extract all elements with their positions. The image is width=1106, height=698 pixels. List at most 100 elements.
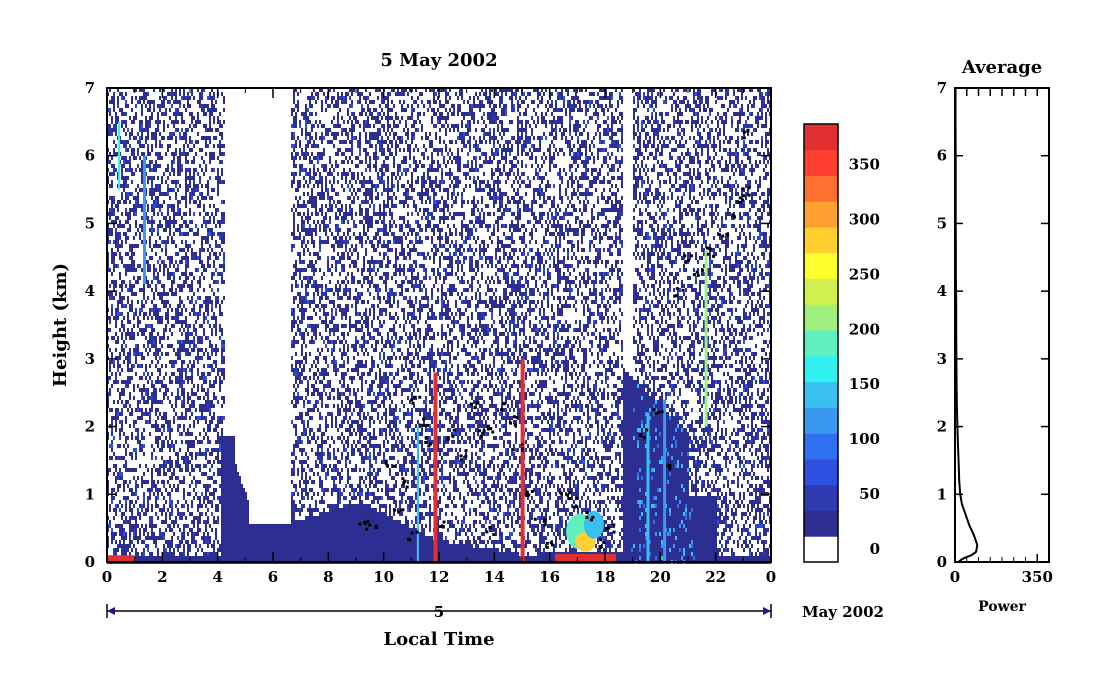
cloud-edge-mark — [653, 408, 656, 411]
echo-streak — [433, 372, 437, 562]
cloud-edge-mark — [443, 521, 446, 524]
average-x-tick-label: 0 — [950, 568, 960, 586]
cloud-edge-mark — [442, 526, 445, 529]
colorbar-cell — [804, 356, 838, 382]
cloud-edge-mark — [718, 233, 721, 236]
cloud-edge-mark — [393, 509, 396, 512]
x-tick-label: 6 — [268, 568, 278, 586]
cloud-edge-mark — [675, 294, 678, 297]
cloud-edge-mark — [543, 519, 546, 522]
y-tick-label: 4 — [85, 282, 95, 300]
colorbar-cell — [804, 124, 838, 150]
chart-title: 5 May 2002 — [380, 50, 497, 71]
average-plot-frame — [955, 88, 1049, 562]
cloud-edge-mark — [527, 494, 530, 497]
cloud-edge-mark — [687, 259, 690, 262]
cloud-edge-mark — [488, 526, 491, 529]
colorbar-cell — [804, 382, 838, 408]
cloud-edge-mark — [575, 497, 578, 500]
cloud-edge-mark — [363, 521, 366, 524]
colorbar-cell — [804, 279, 838, 305]
cloud-edge-mark — [599, 538, 602, 541]
main-heatmap-chart: 5 May 2002 0 2 4 6 8 10 12 14 16 18 20 22 0 01234567… — [50, 50, 884, 650]
cloud-edge-mark — [732, 214, 735, 217]
date-axis: 5 May 2002 — [107, 603, 884, 621]
y-tick-label: 1 — [85, 485, 95, 503]
cloud-edge-mark — [422, 424, 425, 427]
echo-streak — [663, 399, 666, 562]
cloud-edge-mark — [591, 516, 594, 519]
cloud-edge-mark — [701, 269, 704, 272]
colorbar-cell — [804, 407, 838, 433]
colorbar-cell — [804, 485, 838, 511]
cloud-edge-mark — [375, 525, 378, 528]
average-y-tick-label: 5 — [937, 214, 947, 232]
cloud-edge-mark — [483, 429, 486, 432]
cloud-edge-mark — [568, 497, 571, 500]
average-y-tick-label: 4 — [937, 282, 947, 300]
average-y-tick-label: 3 — [937, 350, 947, 368]
cloud-edge-mark — [429, 443, 432, 446]
echo-streak — [647, 413, 650, 562]
colorbar-tick-label: 250 — [849, 265, 880, 283]
cloud-edge-mark — [473, 406, 476, 409]
y-tick-label: 2 — [85, 418, 95, 436]
cloud-edge-mark — [560, 492, 563, 495]
y-tick-label: 5 — [85, 214, 95, 232]
cloud-edge-mark — [585, 516, 588, 519]
cloud-edge-mark — [439, 525, 442, 528]
cloud-edge-mark — [413, 396, 416, 399]
average-y-tick-label: 0 — [937, 553, 947, 571]
cloud-edge-mark — [386, 464, 389, 467]
cloud-edge-mark — [585, 511, 588, 514]
cloud-edge-mark — [690, 254, 693, 257]
cloud-edge-mark — [460, 458, 463, 461]
cloud-edge-mark — [418, 424, 421, 427]
cloud-edge-mark — [406, 486, 409, 489]
cloud-edge-mark — [697, 274, 700, 277]
cloud-edge-mark — [668, 464, 671, 467]
cloud-edge-mark — [416, 531, 419, 534]
cloud-edge-mark — [401, 477, 404, 480]
cloud-edge-mark — [526, 490, 529, 493]
x-tick-label: 22 — [705, 568, 726, 586]
colorbar-cell — [804, 433, 838, 459]
cloud-edge-mark — [451, 435, 454, 438]
colorbar-cell — [804, 253, 838, 279]
colorbar-tick-label: 150 — [849, 375, 880, 393]
cloud-edge-mark — [481, 432, 484, 435]
cloud-edge-mark — [400, 509, 403, 512]
x-tick-label: 2 — [157, 568, 167, 586]
x-tick-label: 0 — [102, 568, 112, 586]
cloud-edge-mark — [748, 194, 751, 197]
cloud-edge-mark — [453, 429, 456, 432]
x-tick-label: 14 — [484, 568, 505, 586]
cloud-edge-mark — [544, 523, 547, 526]
heatmap-cells — [107, 88, 771, 564]
cloud-edge-mark — [575, 505, 578, 508]
x-tick-label: 20 — [650, 568, 671, 586]
echo-streak — [417, 427, 419, 562]
cloud-edge-mark — [726, 233, 729, 236]
cloud-edge-mark — [742, 194, 745, 197]
cloud-edge-mark — [487, 428, 490, 431]
cloud-edge-mark — [683, 254, 686, 257]
cloud-edge-mark — [546, 546, 549, 549]
cloud-edge-mark — [534, 518, 537, 521]
average-y-tick-label: 1 — [937, 485, 947, 503]
colorbar-tick-label: 350 — [849, 155, 880, 173]
cloud-edge-mark — [365, 528, 368, 531]
cloud-edge-mark — [502, 402, 505, 405]
colorbar-cell — [804, 201, 838, 227]
cloud-edge-mark — [521, 443, 524, 446]
cloud-edge-mark — [478, 429, 481, 432]
colorbar-cell — [804, 304, 838, 330]
colorbar-cell — [804, 330, 838, 356]
cloud-edge-mark — [599, 546, 602, 549]
cloud-edge-mark — [521, 449, 524, 452]
cloud-edge-mark — [500, 408, 503, 411]
cloud-edge-mark — [707, 253, 710, 256]
x-axis-label: Local Time — [383, 629, 494, 650]
cloud-edge-mark — [706, 247, 709, 250]
